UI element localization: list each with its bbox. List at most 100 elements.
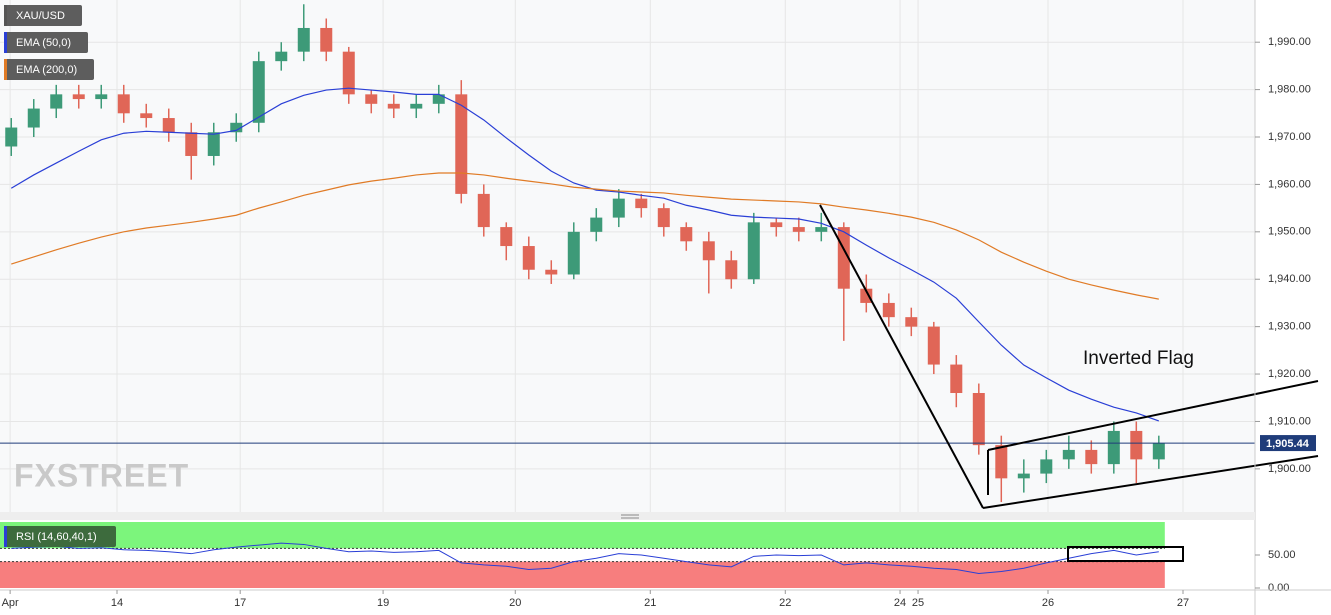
candle-body <box>972 393 985 446</box>
x-tick-label: 14 <box>111 597 123 609</box>
price-label-box <box>1260 435 1316 452</box>
legend-box <box>4 526 116 547</box>
annotation: Inverted Flag <box>1083 348 1194 369</box>
candle-body <box>545 269 558 275</box>
candle-body <box>1152 443 1165 460</box>
grid <box>0 0 1255 512</box>
x-tick-label: Apr <box>2 597 19 609</box>
candle-body <box>747 222 760 280</box>
oversold-band <box>0 561 1165 588</box>
rsi-line <box>11 542 1159 574</box>
candle-body <box>995 445 1008 479</box>
candle-body <box>320 27 333 52</box>
candle-body <box>252 61 265 123</box>
separator <box>0 512 1255 520</box>
y-tick-label: 1,910.00 <box>1268 415 1311 427</box>
candle-body <box>140 113 153 119</box>
candle-body <box>1107 430 1120 465</box>
y-tick-label: 0.00 <box>1268 582 1289 594</box>
candle-body <box>230 122 243 133</box>
candle-body <box>657 208 670 228</box>
candle-body <box>500 227 513 247</box>
candle-body <box>455 94 468 194</box>
legend-swatch <box>4 526 7 547</box>
candle-body <box>1017 473 1030 479</box>
x-tick-label: 24 <box>894 597 906 609</box>
candle-body <box>635 198 648 209</box>
y-tick-label: 1,990.00 <box>1268 36 1311 48</box>
x-tick-label: 17 <box>234 597 246 609</box>
x-tick-label: 26 <box>1042 597 1054 609</box>
flag-lower-line <box>982 455 1319 509</box>
candle-body <box>927 326 940 365</box>
candle-body <box>27 108 40 128</box>
y-tick-label: 1,980.00 <box>1268 84 1311 96</box>
candle-body <box>770 222 783 228</box>
flag-upper-line <box>987 380 1319 451</box>
watermark: FXSTREET <box>14 457 189 493</box>
y-tick-label: 1,960.00 <box>1268 178 1311 190</box>
candle-body <box>387 103 400 109</box>
candle-body <box>365 94 378 104</box>
candle-body <box>792 227 805 232</box>
candle-body <box>1130 430 1143 460</box>
candle-body <box>590 217 603 232</box>
candle-body <box>1062 449 1075 460</box>
candle-body <box>1085 449 1098 465</box>
candle-body <box>567 231 580 275</box>
candle-body <box>612 198 625 218</box>
x-tick-label: 19 <box>377 597 389 609</box>
candle-body <box>1040 459 1053 474</box>
pattern-lines <box>819 204 1319 509</box>
candle-body <box>72 94 85 100</box>
legend-swatch <box>4 5 7 26</box>
y-tick-label: 50.00 <box>1268 549 1296 561</box>
legend-box <box>4 59 94 80</box>
legend-label: XAU/USD <box>16 10 65 22</box>
flag-pole <box>819 204 984 509</box>
y-tick-label: 1,950.00 <box>1268 226 1311 238</box>
candle-body <box>432 94 445 104</box>
rsi-panel: 0.00 50.00 RSI (14,60,40,1) <box>0 522 1296 594</box>
candle-body <box>882 302 895 318</box>
candle-body <box>702 241 715 261</box>
overbought-band <box>0 522 1165 549</box>
candle-body <box>275 51 288 62</box>
legend-box <box>4 32 88 53</box>
y-tick-label: 1,920.00 <box>1268 368 1311 380</box>
x-tick-label: 27 <box>1177 597 1189 609</box>
x-tick-label: 22 <box>779 597 791 609</box>
candle-body <box>522 246 535 270</box>
y-tick-label: 1,930.00 <box>1268 321 1311 333</box>
candle-body <box>680 227 693 242</box>
rsi-highlight <box>1067 546 1184 562</box>
legend-swatch <box>4 32 7 53</box>
y-tick-label: 1,940.00 <box>1268 273 1311 285</box>
legend-swatch <box>4 59 7 80</box>
candle-body <box>410 103 423 109</box>
candle-body <box>477 193 490 228</box>
x-tick-label: 25 <box>912 597 924 609</box>
legend: XAU/USD EMA (50,0) EMA (200,0) <box>4 5 94 80</box>
legend-label: RSI (14,60,40,1) <box>16 531 97 543</box>
ema-line <box>10 87 1160 422</box>
legend-box <box>4 5 82 26</box>
candle-body <box>5 127 18 147</box>
candle-body <box>207 132 220 156</box>
candle-body <box>162 118 175 133</box>
plot-background <box>0 0 1255 512</box>
candle-body <box>95 94 108 100</box>
candle-body <box>860 288 873 303</box>
price-label: 1,905.44 <box>1266 438 1310 450</box>
candle-body <box>905 317 918 327</box>
neutral-band <box>0 548 1165 562</box>
ema-line <box>11 172 1159 300</box>
candle-body <box>725 260 738 280</box>
candle-body <box>185 132 198 156</box>
candle-body <box>815 227 828 232</box>
candle-body <box>950 364 963 394</box>
marks <box>0 4 1255 503</box>
x-tick-label: 20 <box>509 597 521 609</box>
